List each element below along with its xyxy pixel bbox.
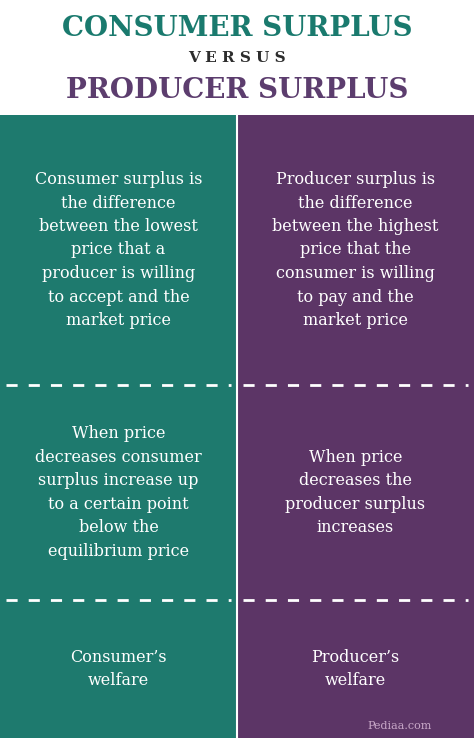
Text: When price
decreases the
producer surplus
increases: When price decreases the producer surplu…: [285, 449, 426, 537]
Bar: [237, 115, 474, 738]
Text: Consumer’s
welfare: Consumer’s welfare: [70, 649, 167, 689]
Text: Consumer surplus is
the difference
between the lowest
price that a
producer is w: Consumer surplus is the difference betwe…: [35, 171, 202, 329]
Text: CONSUMER SURPLUS: CONSUMER SURPLUS: [62, 15, 412, 41]
Text: Producer’s
welfare: Producer’s welfare: [311, 649, 400, 689]
Text: V E R S U S: V E R S U S: [188, 51, 286, 65]
Text: Producer surplus is
the difference
between the highest
price that the
consumer i: Producer surplus is the difference betwe…: [272, 171, 439, 329]
Bar: [0, 115, 237, 738]
Text: When price
decreases consumer
surplus increase up
to a certain point
below the
e: When price decreases consumer surplus in…: [35, 425, 202, 559]
Text: PRODUCER SURPLUS: PRODUCER SURPLUS: [66, 77, 408, 103]
Text: Pediaa.com: Pediaa.com: [368, 721, 432, 731]
